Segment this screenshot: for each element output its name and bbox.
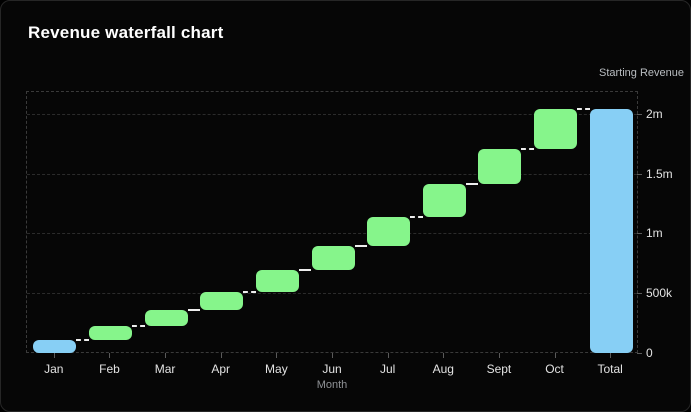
- x-tick-label-oct: Oct: [545, 362, 564, 376]
- y-tick-mark-0: [637, 353, 642, 354]
- gridline-1.5m: [27, 173, 637, 175]
- connector-apr-to-may: [243, 290, 256, 293]
- bar-total[interactable]: [589, 108, 633, 353]
- y-tick-mark-1.5m: [637, 173, 642, 175]
- gridline-1m: [27, 233, 637, 235]
- bar-sept[interactable]: [478, 149, 522, 185]
- x-tick-label-feb: Feb: [99, 362, 120, 376]
- gridline-2m: [27, 113, 637, 115]
- connector-feb-to-mar: [131, 325, 145, 328]
- x-tick-mark-jan: [53, 353, 55, 358]
- gridline-500k: [27, 293, 637, 295]
- y-tick-mark-1m: [637, 233, 642, 235]
- bar-jan[interactable]: [33, 339, 77, 353]
- x-tick-label-may: May: [265, 362, 288, 376]
- x-tick-label-mar: Mar: [154, 362, 176, 376]
- connector-aug-to-sept: [465, 183, 479, 186]
- connector-jan-to-feb: [76, 338, 89, 341]
- bar-apr[interactable]: [200, 291, 244, 310]
- x-tick-label-total: Total: [597, 362, 623, 376]
- connector-mar-to-apr: [187, 308, 201, 311]
- x-tick-mark-may: [276, 353, 278, 358]
- x-tick-mark-feb: [109, 353, 111, 358]
- x-tick-label-jul: Jul: [379, 362, 396, 376]
- y-tick-label-0: 0: [646, 346, 653, 360]
- x-tick-mark-aug: [443, 353, 445, 358]
- bar-oct[interactable]: [534, 108, 578, 149]
- y-tick-mark-500k: [637, 293, 642, 295]
- plot-area: [26, 91, 638, 353]
- x-tick-mark-jun: [332, 353, 333, 358]
- connector-jul-to-aug: [410, 216, 423, 219]
- bar-feb[interactable]: [88, 326, 132, 340]
- legend: Starting Revenue: [599, 67, 684, 79]
- y-tick-label-2m: 2m: [646, 106, 663, 121]
- x-tick-label-sept: Sept: [486, 362, 512, 376]
- x-tick-mark-jul: [387, 353, 389, 358]
- x-tick-mark-oct: [554, 353, 556, 358]
- connector-sept-to-oct: [521, 148, 535, 151]
- chart-title: Revenue waterfall chart: [28, 23, 224, 42]
- x-tick-label-apr: Apr: [211, 362, 231, 376]
- y-tick-label-1.5m: 1.5m: [646, 166, 673, 181]
- bar-may[interactable]: [255, 269, 299, 292]
- connector-oct-to-total: [577, 107, 590, 110]
- x-tick-mark-total: [610, 353, 612, 358]
- bar-mar[interactable]: [144, 309, 188, 327]
- bar-aug[interactable]: [422, 184, 466, 218]
- x-tick-mark-apr: [220, 353, 222, 358]
- bar-jul[interactable]: [367, 217, 411, 246]
- y-tick-label-500k: 500k: [646, 286, 673, 301]
- x-axis-title: Month: [316, 379, 348, 391]
- x-tick-label-jun: Jun: [322, 362, 342, 376]
- x-tick-mark-sept: [498, 353, 500, 358]
- bar-jun[interactable]: [311, 245, 355, 270]
- x-tick-mark-mar: [165, 353, 167, 358]
- legend-label-starting-revenue: Starting Revenue: [599, 67, 684, 79]
- connector-may-to-jun: [298, 268, 312, 271]
- y-tick-label-1m: 1m: [646, 226, 663, 241]
- connector-jun-to-jul: [354, 244, 368, 247]
- y-tick-mark-2m: [637, 113, 642, 115]
- x-tick-label-jan: Jan: [44, 362, 64, 376]
- x-tick-label-aug: Aug: [432, 362, 454, 376]
